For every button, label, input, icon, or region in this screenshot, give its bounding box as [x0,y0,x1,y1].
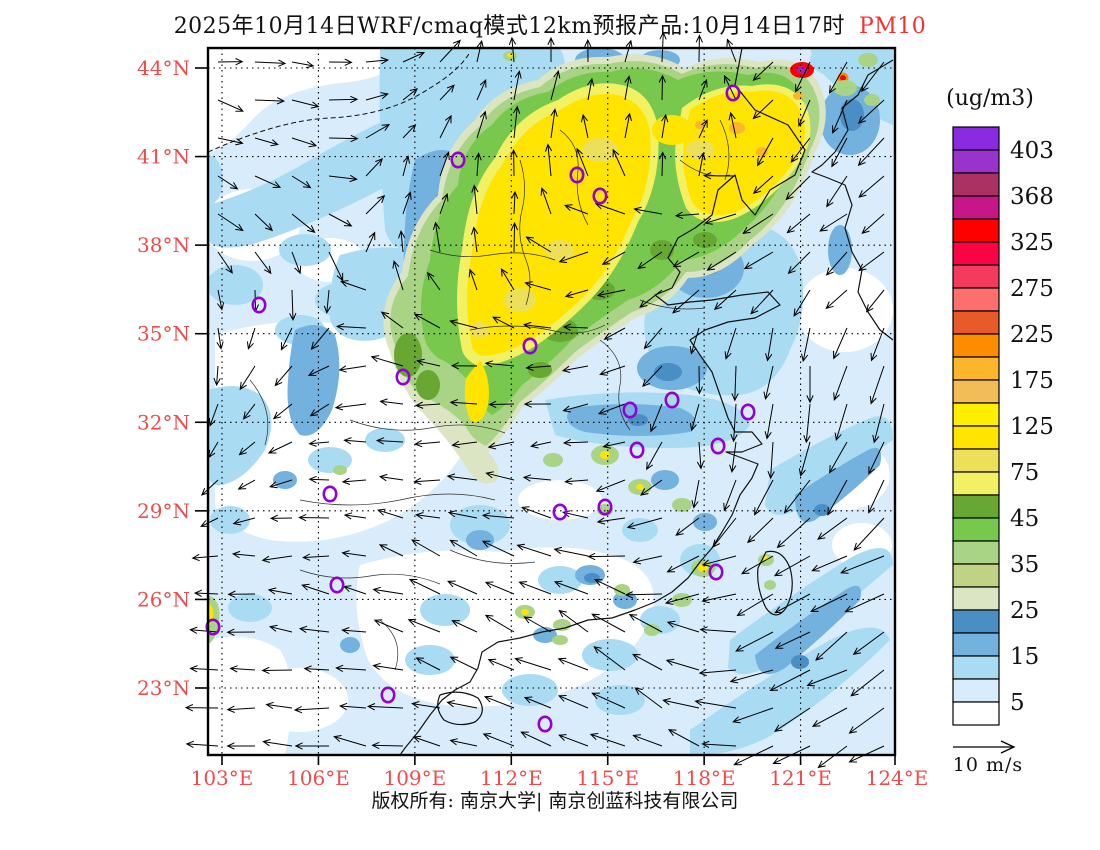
title-text: 2025年10月14日WRF/cmaq模式12km预报产品:10月14日17时 [173,14,845,39]
graticule [195,48,896,765]
city-marker [380,686,396,704]
lon-label: 115°E [576,766,639,790]
lat-label: 38°N [137,233,190,257]
city-marker [622,401,638,419]
colorbar-tick-label: 275 [1010,276,1054,302]
lat-label: 32°N [137,410,190,434]
city-marker [450,151,466,169]
plume-yellow-ne [683,90,805,216]
page-title: 2025年10月14日WRF/cmaq模式12km预报产品:10月14日17时 P… [0,8,1100,40]
colorbar-tick-label: 403 [1010,138,1054,164]
colorbar-tick-label: 325 [1010,230,1054,256]
plume-tail [464,360,489,423]
lat-label: 23°N [137,676,190,700]
lat-label: 41°N [137,145,190,169]
city-marker [592,187,608,205]
lon-label: 103°E [191,766,254,790]
lon-label: 121°E [769,766,832,790]
colorbar-tick-label: 225 [1010,322,1054,348]
city-marker [569,166,585,184]
species-label: PM10 [858,14,927,39]
wind-vectors [184,31,885,769]
province-borders [249,119,731,671]
lon-label: 106°E [287,766,350,790]
city-marker [725,84,741,102]
colorbar-tick-label: 75 [1010,460,1039,486]
lon-label: 124°E [866,766,929,790]
wind-legend-arrow [953,740,1016,754]
colorbar-tick-label: 25 [1010,598,1039,624]
city-marker [629,441,645,459]
copyright-text: 版权所有: 南京大学| 南京创蓝科技有限公司 [371,790,739,812]
city-marker [329,576,345,594]
city-marker [552,503,568,521]
city-marker [537,715,553,733]
hot-amber-spots [695,92,803,157]
colorbar-tick-label: 35 [1010,552,1039,578]
colorbar-tick-label: 125 [1010,414,1054,440]
lat-label: 35°N [137,322,190,346]
city-marker [710,437,726,455]
pm10-field [208,48,895,755]
lat-label: 29°N [137,499,190,523]
city-marker [597,498,613,516]
colorbar-tick-label: 368 [1010,184,1054,210]
city-marker [322,485,338,503]
colorbar-tick-label: 15 [1010,644,1039,670]
colorbar-unit: (ug/m3) [946,86,1034,111]
city-marker [395,368,411,386]
country-border-dashed [208,51,471,153]
city-marker [251,296,267,314]
colorbar-tick-label: 5 [1010,690,1025,716]
wind-legend-label: 10 m/s [952,754,1024,776]
city-marker [664,391,680,409]
city-markers [205,84,756,733]
lon-label: 112°E [480,766,543,790]
plume-bridge [652,115,692,145]
colorbar: 403 368 325 275 225 175 125 75 45 35 25 15 5 [952,126,1054,726]
colorbar-tick-label: 45 [1010,506,1039,532]
lon-label: 109°E [383,766,446,790]
map-frame [206,46,897,757]
lat-label: 44°N [137,56,190,80]
axis-labels: 44°N 41°N 38°N 35°N 32°N 29°N 26°N 23°N 103°E 106… [137,56,928,790]
city-marker [522,337,538,355]
city-marker [740,403,756,421]
lat-label: 26°N [137,587,190,611]
city-marker [708,563,724,581]
colorbar-tick-label: 175 [1010,368,1054,394]
lon-label: 118°E [673,766,736,790]
